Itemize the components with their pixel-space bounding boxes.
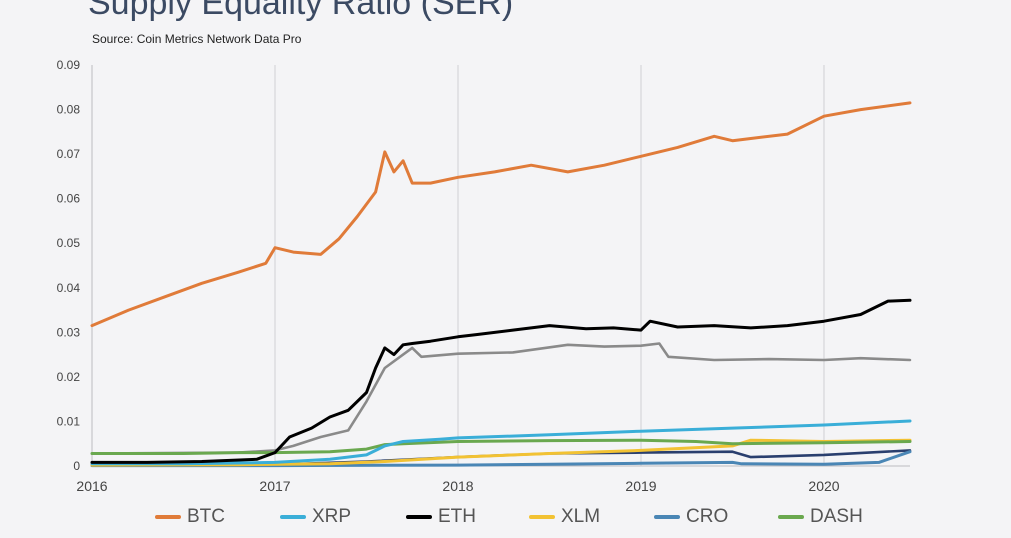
chart-source: Source: Coin Metrics Network Data Pro (92, 32, 302, 46)
legend-item-cro: CRO (654, 506, 728, 528)
y-tick-label: 0.02 (57, 370, 81, 384)
unlabeled-series-line-0 (90, 342, 912, 455)
y-tick-label: 0.07 (57, 147, 81, 161)
x-tick-label: 2017 (259, 478, 290, 494)
series-line-eth (90, 298, 912, 464)
y-tick-label: 0.01 (57, 414, 81, 428)
legend-label-dash: DASH (810, 506, 863, 527)
y-tick-label: 0.08 (57, 103, 81, 117)
legend-label-cro: CRO (686, 506, 729, 527)
y-tick-label: 0.04 (57, 281, 81, 295)
x-tick-label: 2016 (76, 478, 107, 494)
legend-swatch-dash (778, 515, 804, 519)
legend-swatch-eth (406, 515, 432, 519)
legend-swatch-xlm (529, 515, 555, 519)
y-tick-label: 0.06 (57, 192, 81, 206)
legend-swatch-xrp (280, 515, 306, 519)
legend-swatch-btc (155, 515, 181, 519)
legend-label-xlm: XLM (561, 506, 601, 527)
y-tick-label: 0.03 (57, 325, 81, 339)
legend-item-eth: ETH (406, 506, 476, 528)
series-line-xlm (90, 438, 912, 467)
series-line-dash (90, 438, 912, 455)
series-line-btc (90, 101, 912, 328)
legend-swatch-cro (654, 515, 680, 519)
y-tick-label: 0.05 (57, 236, 81, 250)
chart-title: Supply Equality Ratio (SER) (88, 0, 514, 22)
chart-legend: BTC XRP ETH XLM CRO DASH (0, 506, 1011, 534)
legend-label-eth: ETH (438, 506, 476, 527)
line-chart: 0 0.01 0.02 0.03 0.04 0.05 0.06 0.07 0.08 0.09 201… (57, 58, 912, 494)
x-tick-label: 2019 (625, 478, 656, 494)
legend-label-xrp: XRP (312, 506, 352, 527)
legend-label-btc: BTC (187, 506, 225, 527)
y-tick-label: 0 (73, 459, 80, 473)
x-tick-label: 2020 (808, 478, 839, 494)
series-line-cro (90, 450, 912, 468)
series-line-xrp (90, 419, 912, 466)
legend-item-xlm: XLM (529, 506, 600, 528)
legend-item-xrp: XRP (280, 506, 351, 528)
legend-item-dash: DASH (778, 506, 863, 528)
x-tick-label: 2018 (442, 478, 473, 494)
y-tick-label: 0.09 (57, 58, 81, 72)
legend-item-btc: BTC (155, 506, 225, 528)
